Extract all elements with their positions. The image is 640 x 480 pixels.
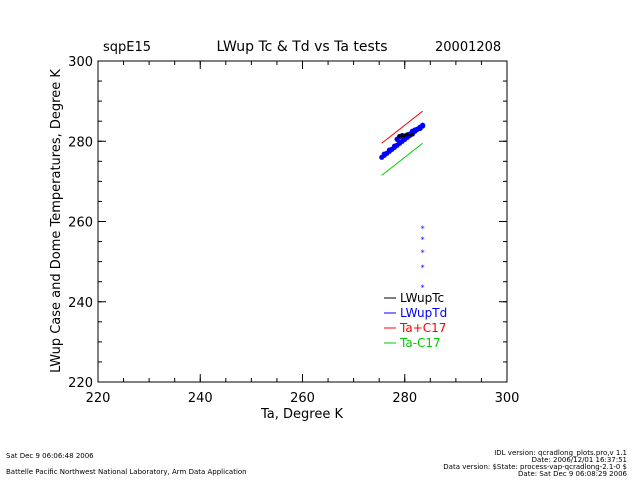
y-axis-title: LWup Case and Dome Temperatures, Degree … xyxy=(49,69,64,373)
x-tick-label: 260 xyxy=(290,391,315,406)
legend: LWupTc LWupTd Ta+C17 Ta-C17 xyxy=(384,291,447,350)
data-point-lwuptd xyxy=(420,123,426,129)
data-point-lwuptc-overlay xyxy=(398,135,402,138)
x-tick-label: 280 xyxy=(392,391,417,406)
data-marks: * * * * * xyxy=(379,110,426,293)
footer-idl-version: IDL version: qcradlong_plots.pro,v 1.1 xyxy=(494,449,627,457)
legend-label-ta-minus: Ta-C17 xyxy=(399,336,441,350)
legend-label-td: LWupTd xyxy=(400,306,447,320)
footer-institution: Battelle Pacific Northwest National Labo… xyxy=(6,468,247,476)
data-point-lwuptc-overlay xyxy=(403,134,407,138)
y-tick-label: 260 xyxy=(68,216,93,231)
data-point-lwuptd: * xyxy=(421,284,425,293)
x-tick-label: 220 xyxy=(86,391,111,406)
data-point-lwuptd: * xyxy=(421,224,425,233)
footer-idl-date: Date: 2006/12/01 16:37:51 xyxy=(532,456,627,464)
date-label: 20001208 xyxy=(435,40,501,55)
chart-title: LWup Tc & Td vs Ta tests xyxy=(216,39,387,55)
data-point-lwuptd xyxy=(391,143,398,149)
y-tick-label: 220 xyxy=(68,376,93,391)
data-point-lwuptd xyxy=(394,136,400,142)
series-line-ta-c17 xyxy=(381,142,423,176)
y-tick-label: 240 xyxy=(68,296,93,311)
data-point-lwuptc-overlay xyxy=(400,134,404,138)
data-point-lwuptd: * xyxy=(421,264,425,273)
data-point-lwuptd: * xyxy=(421,248,425,257)
footer-data-version: Data version: $State: process-vap-qcradl… xyxy=(443,463,627,471)
footer-run-date: Date: Sat Dec 9 06:08:29 2006 xyxy=(518,470,627,478)
x-tick-label: 300 xyxy=(495,391,520,406)
data-point-lwuptc-overlay xyxy=(405,133,409,137)
footer-timestamp: Sat Dec 9 06:06:48 2006 xyxy=(6,452,94,460)
data-point-lwuptc-overlay xyxy=(408,133,412,137)
axes: 220 240 260 280 300 220 240 260 280 300 xyxy=(68,55,519,406)
data-point-lwuptd: * xyxy=(421,236,425,245)
y-tick-label: 300 xyxy=(68,55,93,70)
y-tick-label: 280 xyxy=(68,135,93,150)
data-point-lwuptd xyxy=(381,151,387,157)
data-point-lwuptd xyxy=(409,128,416,134)
site-label: sqpE15 xyxy=(103,40,151,55)
data-point-lwuptd xyxy=(414,126,421,132)
data-point-lwuptc-overlay xyxy=(411,132,414,136)
x-tick-label: 240 xyxy=(188,391,213,406)
x-axis-title: Ta, Degree K xyxy=(260,407,343,422)
data-point-lwuptd xyxy=(386,147,393,153)
legend-label-tc: LWupTc xyxy=(400,291,444,305)
legend-label-ta-plus: Ta+C17 xyxy=(399,321,446,335)
series-line-ta-c17 xyxy=(381,110,423,144)
